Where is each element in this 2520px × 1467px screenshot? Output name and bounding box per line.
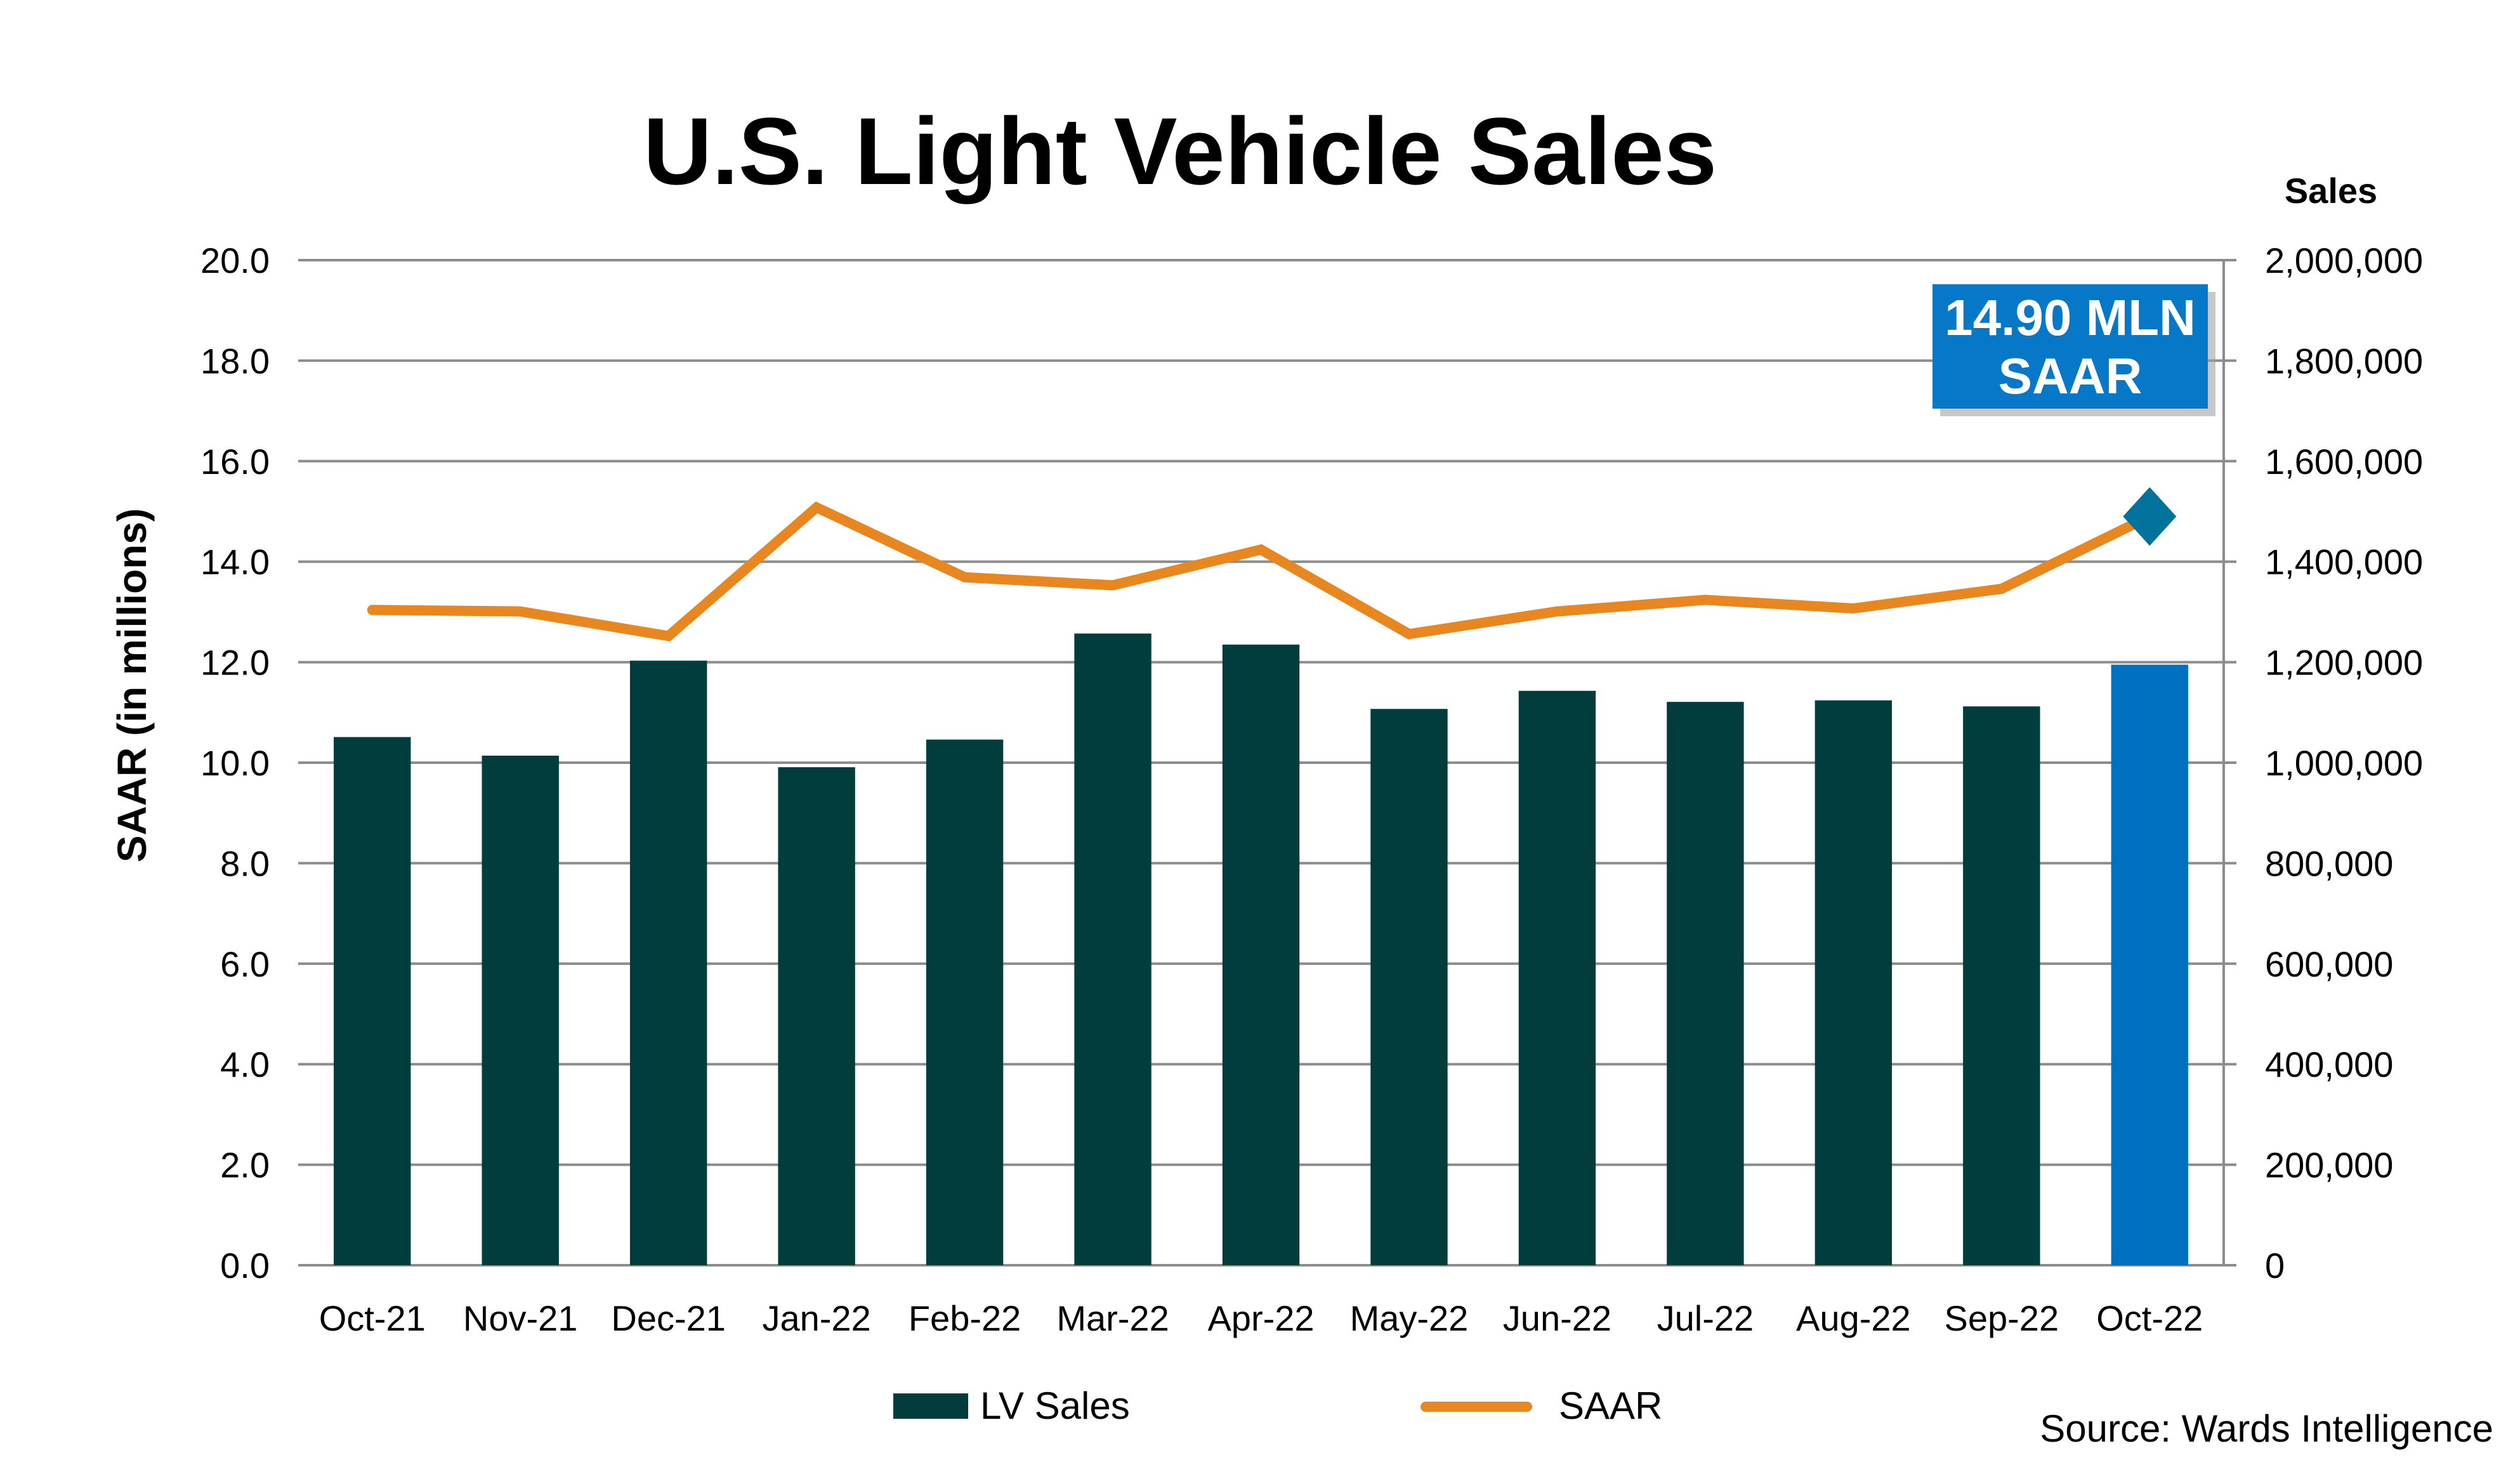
right-axis-ticks: 0 200,000 400,000 600,000 800,000 1,000,000 1,… <box>2265 240 2423 1286</box>
x-tick-label: Jul-22 <box>1657 1298 1754 1338</box>
saar-point-dec-21 <box>667 635 669 637</box>
saar-point-aug-22 <box>1853 607 1854 609</box>
bar-dec-21 <box>629 661 707 1265</box>
right-tick-label: 1,200,000 <box>2265 643 2423 683</box>
left-tick-label: 20.0 <box>200 240 270 280</box>
x-tick-label: Mar-22 <box>1056 1298 1169 1338</box>
saar-point-feb-22 <box>964 576 966 578</box>
left-tick-label: 2.0 <box>220 1145 270 1185</box>
left-tick-label: 18.0 <box>200 341 270 381</box>
bar-may-22 <box>1370 709 1448 1265</box>
saar-point-jun-22 <box>1556 610 1558 612</box>
x-tick-label: Oct-22 <box>2096 1298 2203 1338</box>
right-tick-label: 1,400,000 <box>2265 542 2423 582</box>
right-tick-label: 800,000 <box>2265 843 2393 883</box>
bar-jul-22 <box>1667 702 1744 1265</box>
saar-point-mar-22 <box>1112 584 1114 586</box>
right-axis-title: Sales <box>2285 171 2377 211</box>
x-tick-label: Nov-21 <box>463 1298 578 1338</box>
bar-nov-21 <box>482 755 559 1265</box>
x-tick-label: May-22 <box>1350 1298 1469 1338</box>
right-tick-label: 600,000 <box>2265 944 2393 984</box>
saar-point-jan-22 <box>816 506 818 508</box>
left-tick-label: 12.0 <box>200 643 270 683</box>
saar-point-sep-22 <box>2000 588 2002 589</box>
x-tick-label: Jan-22 <box>762 1298 870 1338</box>
saar-callout: 14.90 MLN SAAR <box>1933 284 2215 416</box>
bar-series-lv-sales <box>334 633 2188 1265</box>
bar-jan-22 <box>778 767 855 1265</box>
left-tick-label: 14.0 <box>200 542 270 582</box>
right-tick-label: 2,000,000 <box>2265 240 2423 280</box>
bar-mar-22 <box>1074 633 1152 1265</box>
left-tick-label: 16.0 <box>200 442 270 482</box>
saar-line <box>367 501 2155 641</box>
line-series-saar <box>367 487 2177 641</box>
left-tick-label: 0.0 <box>220 1246 270 1286</box>
saar-point-nov-21 <box>520 610 522 612</box>
x-tick-label: Feb-22 <box>909 1298 1021 1338</box>
left-tick-label: 10.0 <box>200 743 270 783</box>
callout-box <box>1933 284 2208 409</box>
legend-label-saar: SAAR <box>1559 1385 1662 1427</box>
x-tick-label: Dec-21 <box>611 1298 726 1338</box>
legend-swatch-lv-sales <box>893 1393 968 1419</box>
left-axis-ticks: 0.0 2.0 4.0 6.0 8.0 10.0 12.0 14.0 16.0 18.0 20.0 <box>200 240 270 1286</box>
right-tick-label: 400,000 <box>2265 1044 2393 1084</box>
right-tick-label: 0 <box>2265 1246 2285 1286</box>
saar-point-oct-21 <box>371 609 373 611</box>
bar-apr-22 <box>1222 644 1300 1265</box>
saar-point-jul-22 <box>1704 599 1706 601</box>
bar-feb-22 <box>926 739 1004 1265</box>
right-tick-label: 1,600,000 <box>2265 442 2423 482</box>
legend-label-lv-sales: LV Sales <box>980 1385 1130 1427</box>
left-axis-title: SAAR (in millions) <box>109 508 155 862</box>
bar-aug-22 <box>1815 700 1893 1265</box>
bar-oct-22 <box>2111 664 2188 1265</box>
bar-jun-22 <box>1518 690 1596 1265</box>
left-tick-label: 8.0 <box>220 843 270 883</box>
right-tick-label: 1,000,000 <box>2265 743 2423 783</box>
saar-point-apr-22 <box>1260 549 1262 551</box>
chart-title: U.S. Light Vehicle Sales <box>643 98 1717 204</box>
x-tick-label: Oct-21 <box>319 1298 426 1338</box>
x-tick-label: Aug-22 <box>1796 1298 1911 1338</box>
right-tick-label: 1,800,000 <box>2265 341 2423 381</box>
saar-marker-oct-22 <box>2123 487 2177 546</box>
callout-value: 14.90 MLN <box>1945 289 2196 346</box>
legend: LV Sales SAAR <box>893 1385 1662 1427</box>
x-axis-ticks: Oct-21 Nov-21 Dec-21 Jan-22 Feb-22 Mar-22 Apr-… <box>319 1298 2203 1338</box>
callout-label: SAAR <box>1998 348 2143 404</box>
right-tick-label: 200,000 <box>2265 1145 2393 1185</box>
left-tick-label: 6.0 <box>220 944 270 984</box>
saar-point-may-22 <box>1408 633 1410 635</box>
x-tick-label: Sep-22 <box>1945 1298 2059 1338</box>
source-note: Source: Wards Intelligence <box>2040 1407 2493 1450</box>
bar-sep-22 <box>1963 706 2040 1265</box>
x-tick-label: Apr-22 <box>1207 1298 1314 1338</box>
bar-oct-21 <box>334 737 411 1265</box>
left-tick-label: 4.0 <box>220 1044 270 1084</box>
x-tick-label: Jun-22 <box>1503 1298 1611 1338</box>
